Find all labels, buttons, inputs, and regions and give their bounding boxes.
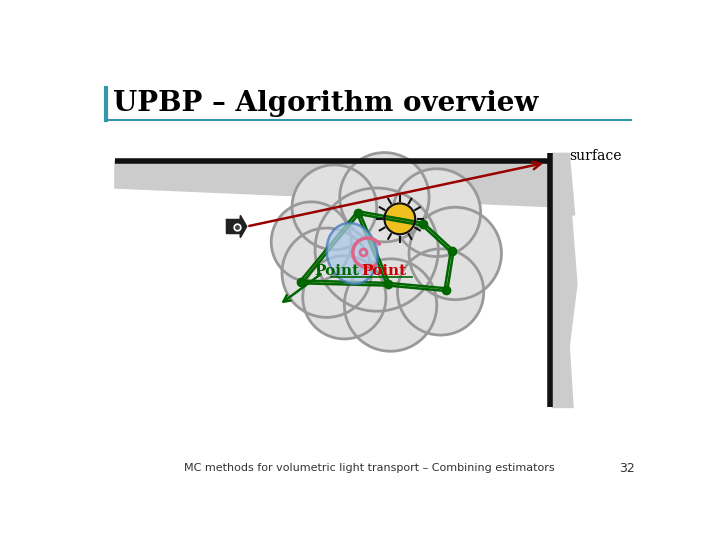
Circle shape	[282, 228, 372, 318]
Circle shape	[397, 249, 484, 335]
Text: surface: surface	[570, 150, 621, 164]
Circle shape	[271, 202, 351, 282]
Polygon shape	[115, 161, 573, 207]
Circle shape	[344, 259, 437, 351]
Circle shape	[340, 153, 429, 242]
Circle shape	[292, 165, 377, 249]
Text: 32: 32	[619, 462, 635, 475]
Polygon shape	[552, 153, 577, 408]
Circle shape	[393, 168, 481, 256]
Circle shape	[303, 256, 386, 339]
Circle shape	[315, 188, 438, 311]
Text: MC methods for volumetric light transport – Combining estimators: MC methods for volumetric light transpor…	[184, 463, 554, 473]
Polygon shape	[227, 215, 246, 237]
Circle shape	[384, 204, 415, 234]
Text: UPBP – Algorithm overview: UPBP – Algorithm overview	[113, 90, 539, 117]
Ellipse shape	[327, 223, 377, 284]
Circle shape	[409, 207, 501, 300]
Text: Point: Point	[315, 264, 360, 278]
Text: Point: Point	[361, 264, 406, 278]
